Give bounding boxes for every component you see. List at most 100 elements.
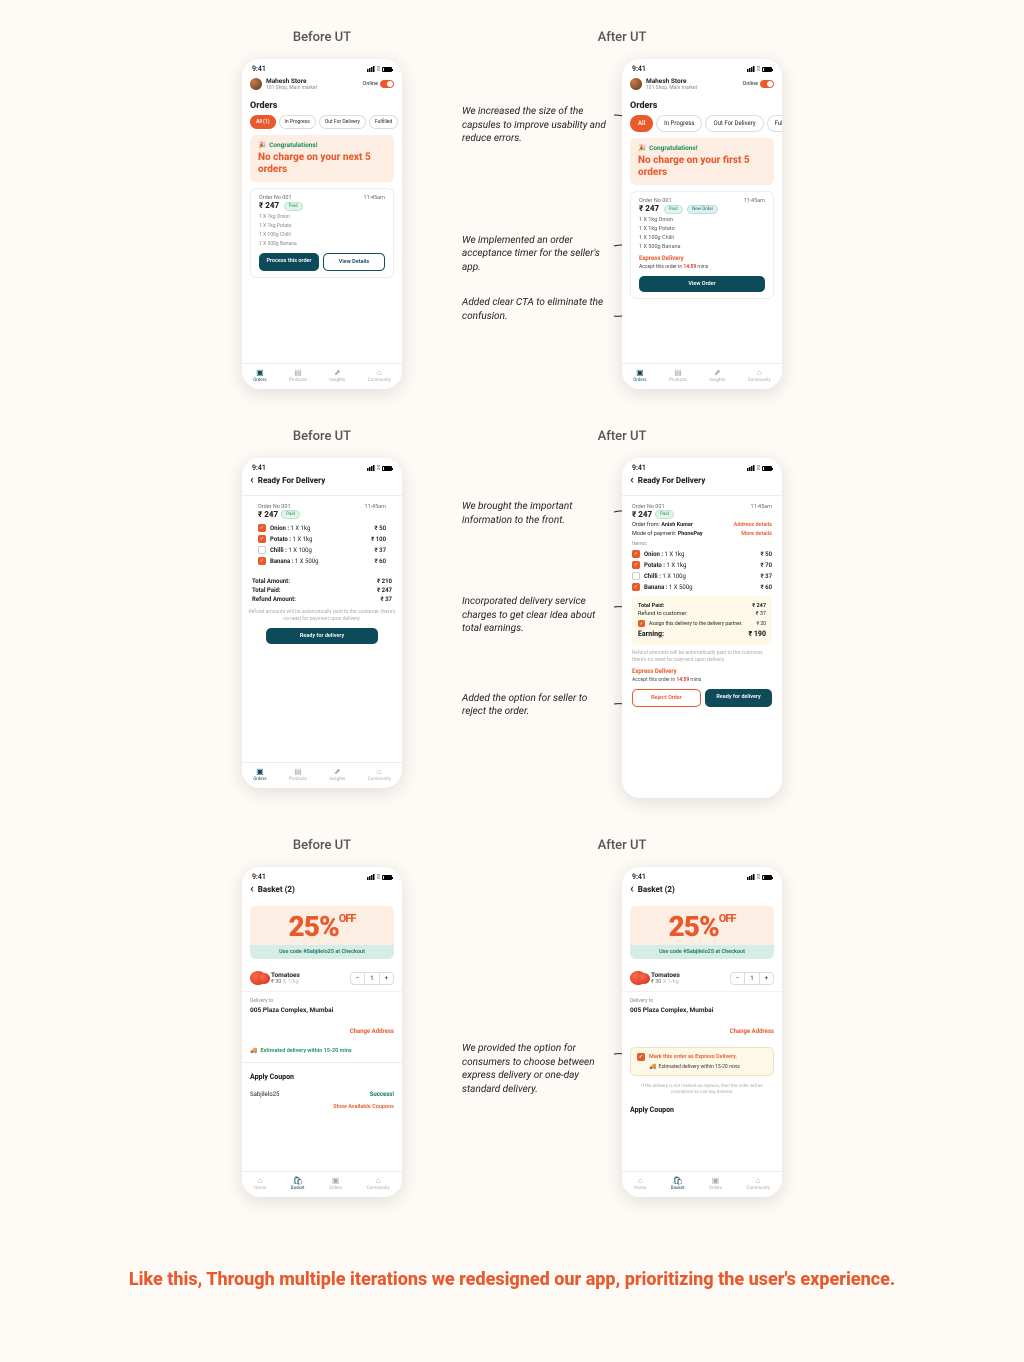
store-header: Mahesh Store 101 Shop, Main market Onlin… (242, 75, 402, 97)
party-icon: 🎉 (258, 141, 266, 149)
details-button[interactable]: View Details (323, 253, 385, 271)
earnings-box: Total Paid:₹ 247 Refund to customer:₹ 37… (632, 596, 772, 645)
comparison-row-3: Before UT 9:41􀙇 Basket (2) 25%OFF Use co… (0, 838, 1024, 1197)
status-bar: 9:41 􀙇 (622, 59, 782, 75)
order-from: Order from: Anish KumarAddress details (632, 522, 772, 528)
coupon-title: Apply Coupon (242, 1067, 402, 1087)
avatar (630, 78, 642, 90)
qty-stepper[interactable]: −1+ (350, 972, 394, 985)
ready-button[interactable]: Ready for delivery (266, 628, 378, 644)
ready-button[interactable]: Ready for delivery (705, 689, 772, 707)
order-card: Order No 001 11:45am ₹ 247 Paid New Orde… (630, 191, 774, 299)
annotation: We provided the option for consumers to … (462, 1042, 622, 1096)
change-address-link[interactable]: Change Address (622, 1020, 782, 1043)
signal-icon (367, 66, 375, 72)
back-icon[interactable] (250, 885, 254, 894)
product-image (250, 971, 266, 985)
express-label: Express Delivery (639, 255, 765, 262)
store-header: Mahesh Store101 Shop, Main market Online (622, 75, 782, 97)
process-button[interactable]: Process this order (259, 253, 319, 271)
minus-button[interactable]: − (351, 973, 364, 984)
nav-community[interactable]: ⌂Community (368, 368, 391, 383)
footer-text: Like this, Through multiple iterations w… (0, 1237, 1024, 1302)
delivery-address: 005 Plaza Complex, Mumbai (250, 1006, 394, 1014)
nav-orders[interactable]: ▣Orders (253, 368, 266, 383)
avatar (250, 78, 262, 90)
order-time: 11:45am (363, 195, 385, 201)
basket-item: Tomatoes₹ 30 X 1/kg −1+ (242, 965, 402, 992)
tab-fulfilled[interactable]: Fulfil (767, 115, 782, 132)
status-icons: 􀙇 (367, 65, 392, 73)
order-tabs-big: All In Progress Out For Delivery Fulfil (622, 115, 782, 138)
tab-delivery[interactable]: Out For Delivery (705, 115, 763, 132)
tab-all[interactable]: All (630, 115, 653, 132)
nav-insights[interactable]: ⬈Insights (329, 368, 345, 383)
phone-after-1: 9:41 􀙇 Mahesh Store101 Shop, Main market… (622, 59, 782, 389)
list-item: Chilli : 1 X 100g₹ 37 (258, 546, 386, 554)
list-item: ✓Onion : 1 X 1kg₹ 50 (258, 524, 386, 532)
bottom-nav: ▣Orders ▤Products ⬈Insights ⌂Community (242, 363, 402, 389)
page-title: Basket (2) (258, 885, 295, 894)
annotations: We increased the size of the capsules to… (462, 59, 622, 331)
banner-top: 🎉 Congratulations! (258, 141, 386, 149)
phone-after-3: 9:41􀙇 Basket (2) 25%OFF Use code #Sabjil… (622, 867, 782, 1197)
online-toggle[interactable] (760, 80, 774, 88)
wifi-icon: 􀙇 (377, 65, 380, 73)
item-line: 1 X 500g Banana (259, 241, 385, 247)
truck-icon (250, 1047, 257, 1054)
status-bar: 9:41 􀙇 (242, 59, 402, 75)
tab-progress[interactable]: In Progress (656, 115, 702, 132)
annotation: Added clear CTA to eliminate the confusi… (462, 296, 622, 323)
back-icon[interactable] (630, 885, 634, 894)
annotation: We implemented an order acceptance timer… (462, 234, 622, 275)
annotation: We brought the important information to … (462, 500, 622, 527)
congrats-banner: 🎉Congratulations! No charge on your firs… (630, 138, 774, 185)
change-address-link[interactable]: Change Address (242, 1020, 402, 1043)
bottom-nav: ▣Orders ▤Products ⬈Insights ⌂Community (622, 363, 782, 389)
show-coupons-link[interactable]: Show Available Coupons (242, 1102, 402, 1118)
after-label: After UT (598, 30, 647, 45)
tab-progress[interactable]: In Progress (279, 115, 316, 129)
item-line: 1 X 1kg Potato (259, 223, 385, 229)
back-icon[interactable] (630, 476, 634, 485)
list-item: ✓Potato : 1 X 1kg₹ 100 (258, 535, 386, 543)
paid-pill: Paid (284, 202, 303, 211)
checkbox-icon[interactable]: ✓ (258, 524, 266, 532)
phone-after-2: 9:41􀙇 Ready For Delivery Order No 00111:… (622, 458, 782, 798)
coupon-applied: Sabjilelo25Success! (242, 1087, 402, 1102)
before-label: Before UT (293, 30, 351, 45)
party-icon: 🎉 (638, 144, 646, 152)
tab-fulfilled[interactable]: Fulfilled (369, 115, 398, 129)
plus-button[interactable]: + (380, 973, 393, 984)
after-column: After UT We increased the size of the ca… (462, 30, 782, 389)
phone-before-2: 9:41􀙇 Ready For Delivery Order No 00111:… (242, 458, 402, 788)
qty-stepper[interactable]: −1+ (730, 972, 774, 985)
online-toggle[interactable] (380, 80, 394, 88)
express-checkbox[interactable]: ✓ (637, 1053, 645, 1061)
view-order-button[interactable]: View Order (639, 276, 765, 292)
tab-all[interactable]: All (1) (250, 115, 276, 129)
more-link[interactable]: More details (741, 531, 772, 537)
express-note: If the delivery is not marked as express… (622, 1080, 782, 1100)
reject-button[interactable]: Reject Order (632, 689, 701, 707)
express-delivery-box[interactable]: ✓Mark this order as Express Delivery. Es… (630, 1047, 774, 1076)
online-label: Online (363, 81, 378, 87)
item-line: 1 X 100g Chilli (259, 232, 385, 238)
order-card: Order No 001 11:45am ₹ 247 Paid 1 X 1kg … (250, 188, 394, 278)
payment-mode: Mode of payment: PhonePayMore details (632, 531, 772, 537)
promo-banner: 25%OFF Use code #Sabjilelo25 at Checkout (250, 906, 394, 959)
comparison-row-2: Before UT 9:41􀙇 Ready For Delivery Order… (0, 429, 1024, 798)
nav-products[interactable]: ▤Products (289, 368, 307, 383)
back-icon[interactable] (250, 476, 254, 485)
tab-delivery[interactable]: Out For Delivery (319, 115, 366, 129)
annotation: Added the option for seller to reject th… (462, 692, 622, 719)
comparison-row-1: Before UT 9:41 􀙇 Mahesh Store 101 Shop, … (0, 30, 1024, 389)
estimated-delivery: Estimated delivery within 15-20 mins (242, 1043, 402, 1058)
status-time: 9:41 (252, 65, 266, 73)
new-order-pill: New Order (687, 205, 718, 214)
item-line: 1 X 1kg Onion (259, 214, 385, 220)
orders-title: Orders (242, 97, 402, 115)
order-price: ₹ 247 (259, 201, 279, 210)
address-link[interactable]: Address details (734, 522, 772, 528)
battery-icon (382, 67, 392, 72)
